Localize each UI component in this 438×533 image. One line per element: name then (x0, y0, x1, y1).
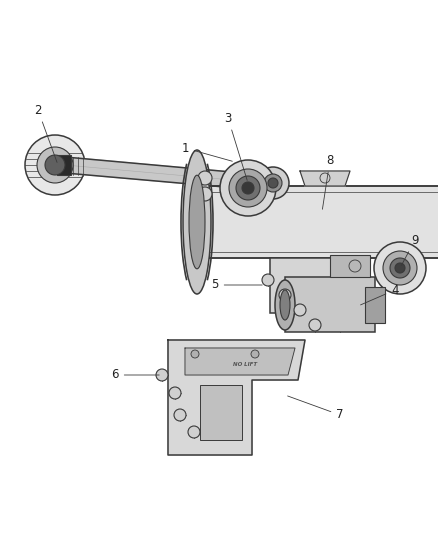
Circle shape (251, 350, 259, 358)
Polygon shape (300, 171, 350, 186)
Circle shape (198, 171, 212, 185)
Text: 4: 4 (360, 284, 399, 305)
Circle shape (45, 155, 65, 175)
Circle shape (191, 350, 199, 358)
Circle shape (174, 409, 186, 421)
Bar (200, 385, 242, 440)
Circle shape (264, 174, 282, 192)
Bar (270, 258, 340, 313)
Bar (330, 255, 370, 277)
Circle shape (294, 304, 306, 316)
Circle shape (309, 319, 321, 331)
Polygon shape (185, 348, 295, 375)
Polygon shape (65, 157, 270, 191)
Circle shape (229, 169, 267, 207)
Polygon shape (168, 340, 305, 455)
Circle shape (383, 251, 417, 285)
Circle shape (257, 167, 289, 199)
Circle shape (37, 147, 73, 183)
Circle shape (156, 369, 168, 381)
Circle shape (236, 176, 260, 200)
Text: 5: 5 (211, 279, 262, 292)
Text: 8: 8 (322, 154, 334, 209)
Text: 7: 7 (288, 396, 344, 422)
Circle shape (262, 274, 274, 286)
Text: 1: 1 (181, 141, 232, 161)
Ellipse shape (280, 290, 290, 320)
Bar (365, 287, 385, 323)
Text: 6: 6 (111, 368, 159, 382)
Ellipse shape (183, 150, 211, 294)
Text: 3: 3 (224, 111, 247, 180)
Circle shape (188, 426, 200, 438)
Text: NO LIFT: NO LIFT (233, 362, 257, 367)
Bar (285, 277, 375, 332)
Circle shape (374, 242, 426, 294)
Text: 9: 9 (401, 233, 419, 265)
Circle shape (169, 387, 181, 399)
Circle shape (268, 178, 278, 188)
Circle shape (395, 263, 405, 273)
Circle shape (242, 182, 254, 194)
Circle shape (198, 187, 212, 201)
Bar (195, 186, 438, 258)
Circle shape (390, 258, 410, 278)
Ellipse shape (275, 280, 295, 330)
Circle shape (25, 135, 85, 195)
Bar (57, 155, 71, 175)
Ellipse shape (189, 175, 205, 269)
Text: 2: 2 (34, 103, 57, 163)
Circle shape (279, 289, 291, 301)
Circle shape (220, 160, 276, 216)
